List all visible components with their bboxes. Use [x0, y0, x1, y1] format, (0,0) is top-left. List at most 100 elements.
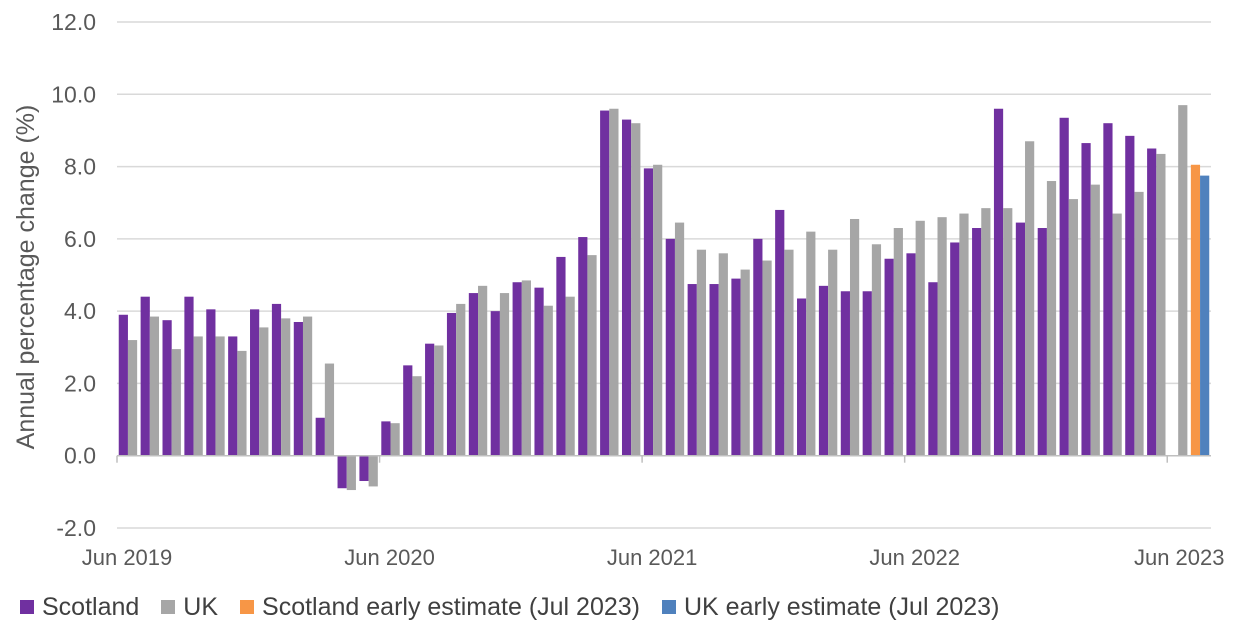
bar-scotland — [1081, 143, 1091, 456]
bars — [118, 105, 1210, 491]
y-tick-label: 4.0 — [64, 298, 96, 324]
y-axis-label: Annual percentage change (%) — [12, 105, 40, 450]
legend-swatch — [662, 600, 676, 614]
bar-scotland — [403, 365, 413, 456]
bar-scotland — [600, 110, 610, 456]
bar-scotland — [228, 336, 238, 456]
bar-scotland — [490, 311, 500, 456]
y-tick-label: 2.0 — [64, 370, 96, 396]
bar-uk — [149, 316, 160, 456]
bar-scotland — [1103, 123, 1113, 456]
bar-uk — [1003, 208, 1013, 456]
y-tick-label: 8.0 — [64, 154, 96, 180]
bar-uk — [915, 220, 925, 456]
bar-scotland — [818, 285, 829, 456]
bar-scotland — [578, 237, 588, 456]
y-tick-label: 12.0 — [51, 9, 96, 35]
bar-scotland — [534, 287, 544, 456]
bar-scotland — [446, 312, 457, 456]
bar-scotland — [1147, 148, 1157, 456]
bar-scotland — [1125, 135, 1135, 456]
bar-uk — [828, 249, 838, 456]
bar-uk — [653, 164, 663, 456]
bar-uk — [1134, 191, 1144, 456]
bar-scotland — [425, 343, 435, 456]
bar-uk — [609, 108, 619, 456]
bar-scotland — [140, 296, 150, 456]
x-tick-label: Jun 2023 — [1134, 545, 1225, 570]
bar-chart: -2.0 0.0 2.0 4.0 6.0 8.0 10.0 12.0 Jun 2019 Jun 2… — [12, 9, 1225, 570]
bar-uk — [696, 249, 707, 456]
bar-uk — [478, 285, 488, 456]
bar-uk — [521, 280, 531, 456]
legend-swatch — [20, 600, 34, 614]
bar-uk — [871, 244, 882, 456]
bar-scotland — [162, 320, 172, 456]
y-tick-label: -2.0 — [56, 515, 96, 541]
bar-scotland — [709, 284, 719, 456]
bar-scotland — [687, 284, 697, 456]
legend: Scotland UK Scotland early estimate (Jul 2… — [0, 589, 1238, 625]
bar-uk — [1178, 105, 1188, 456]
bar-uk — [237, 350, 247, 456]
bar-uk — [193, 336, 203, 456]
bar-uk — [1046, 181, 1057, 456]
bar-uk — [543, 305, 553, 456]
bar-uk-early-estimate-jul-2023 — [1200, 175, 1210, 456]
bar-uk — [1156, 153, 1166, 456]
bar-scotland — [206, 309, 216, 456]
bar-scotland — [731, 278, 741, 456]
bar-scotland — [271, 303, 282, 456]
bar-scotland — [643, 168, 654, 456]
bar-uk — [806, 231, 816, 456]
bar-scotland — [1015, 222, 1026, 456]
bar-scotland — [840, 291, 850, 456]
bar-scotland — [250, 309, 260, 456]
legend-label: UK early estimate (Jul 2023) — [684, 592, 1000, 621]
bar-uk — [368, 455, 378, 487]
bar-uk — [959, 213, 969, 456]
x-tick-label: Jun 2019 — [82, 545, 173, 570]
legend-item: UK early estimate (Jul 2023) — [662, 593, 999, 622]
bar-scotland — [293, 321, 303, 456]
bar-scotland — [556, 256, 566, 456]
bar-scotland — [621, 119, 632, 456]
bar-scotland — [906, 253, 916, 456]
bar-uk — [762, 260, 772, 456]
y-tick-label: 10.0 — [51, 81, 96, 107]
bar-scotland — [1059, 117, 1069, 456]
bar-uk — [302, 316, 313, 456]
bar-scotland — [972, 228, 982, 456]
bar-uk — [171, 349, 181, 456]
bar-uk — [587, 255, 597, 456]
bar-uk — [718, 253, 728, 456]
bar-uk — [1112, 213, 1122, 456]
bar-scotland — [359, 455, 369, 482]
bar-scotland — [884, 258, 894, 456]
x-tick-label: Jun 2020 — [344, 545, 435, 570]
bar-scotland — [315, 417, 325, 456]
bar-uk — [849, 218, 860, 456]
bar-scotland — [184, 296, 194, 456]
bar-scotland — [512, 282, 522, 456]
bar-scotland — [928, 282, 938, 456]
legend-swatch — [161, 600, 176, 614]
bar-uk — [674, 222, 685, 456]
y-tick-label: 0.0 — [64, 443, 96, 469]
legend-label: Scotland early estimate (Jul 2023) — [262, 592, 640, 621]
bar-scotland — [775, 209, 785, 456]
bar-uk — [1068, 199, 1078, 456]
bar-uk — [127, 340, 138, 456]
bar-scotland-early-estimate-jul-2023 — [1190, 164, 1201, 456]
legend-label: UK — [183, 592, 219, 621]
x-tick-label: Jun 2021 — [607, 545, 698, 570]
bar-uk — [1025, 141, 1035, 456]
bar-uk — [981, 208, 991, 456]
bar-uk — [631, 123, 641, 456]
x-tick-label: Jun 2022 — [869, 545, 960, 570]
bar-uk — [434, 345, 444, 456]
bar-uk — [499, 293, 510, 456]
bar-scotland — [468, 293, 479, 456]
bar-scotland — [950, 242, 960, 456]
